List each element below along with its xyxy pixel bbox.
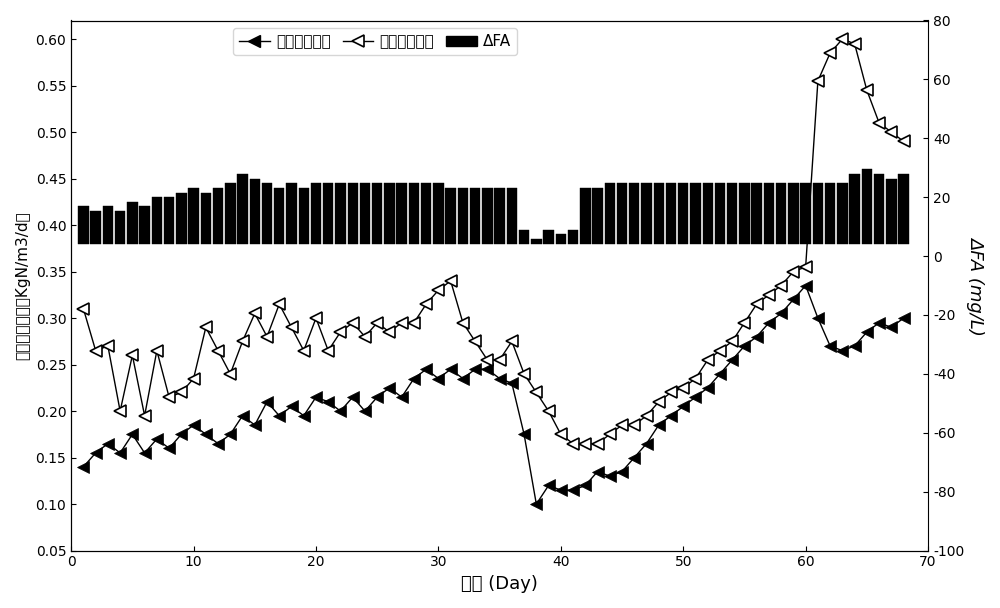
Bar — [90, 211, 101, 244]
Bar — [225, 183, 236, 244]
氨氮容积负荷 — [898, 138, 910, 145]
氨氮容积负荷 — [824, 49, 836, 57]
Line: 氨氮容积负荷: 氨氮容积负荷 — [78, 33, 909, 449]
Bar — [739, 183, 750, 244]
Y-axis label: 总氮容积负荷（KgN/m3/d）: 总氮容积负荷（KgN/m3/d） — [15, 211, 30, 360]
氨氮容积负荷 — [677, 384, 689, 392]
Bar — [788, 183, 799, 244]
Bar — [139, 207, 150, 244]
Bar — [813, 183, 823, 244]
Bar — [384, 183, 395, 244]
氨氮容积负荷 — [738, 319, 750, 326]
Bar — [874, 174, 884, 244]
Bar — [372, 183, 382, 244]
Bar — [152, 197, 162, 244]
Bar — [849, 174, 860, 244]
Bar — [421, 183, 431, 244]
Bar — [519, 230, 529, 244]
Bar — [237, 174, 248, 244]
Bar — [690, 183, 701, 244]
Bar — [78, 207, 89, 244]
Bar — [201, 193, 211, 244]
Bar — [299, 188, 309, 244]
Bar — [188, 188, 199, 244]
X-axis label: 日期 (Day): 日期 (Day) — [461, 575, 538, 593]
Bar — [531, 239, 542, 244]
Bar — [409, 183, 419, 244]
氨氮容积负荷 — [812, 77, 824, 85]
总氮容积负荷 — [641, 440, 653, 447]
Bar — [727, 183, 737, 244]
Bar — [580, 188, 591, 244]
氨氮容积负荷 — [567, 440, 579, 447]
Bar — [605, 183, 615, 244]
Bar — [348, 183, 358, 244]
Bar — [164, 197, 174, 244]
Bar — [286, 183, 297, 244]
Bar — [715, 183, 725, 244]
Bar — [666, 183, 676, 244]
Bar — [470, 188, 480, 244]
总氮容积负荷 — [738, 342, 750, 350]
总氮容积负荷 — [530, 500, 542, 508]
Bar — [103, 207, 113, 244]
总氮容积负荷 — [77, 463, 89, 471]
Bar — [445, 188, 456, 244]
Bar — [458, 188, 468, 244]
Y-axis label: ΔFA (mg/L): ΔFA (mg/L) — [967, 236, 985, 335]
Bar — [396, 183, 407, 244]
氨氮容积负荷 — [77, 305, 89, 313]
总氮容积负荷 — [824, 342, 836, 350]
Bar — [323, 183, 333, 244]
Bar — [592, 188, 603, 244]
Bar — [800, 183, 811, 244]
总氮容积负荷 — [849, 342, 861, 350]
Bar — [654, 183, 664, 244]
Bar — [127, 202, 138, 244]
Bar — [678, 183, 688, 244]
Bar — [886, 179, 897, 244]
Bar — [360, 183, 370, 244]
Bar — [776, 183, 786, 244]
Bar — [703, 183, 713, 244]
Bar — [176, 193, 187, 244]
Bar — [837, 183, 848, 244]
Bar — [543, 230, 554, 244]
总氮容积负荷 — [898, 314, 910, 322]
Bar — [250, 179, 260, 244]
氨氮容积负荷 — [836, 35, 848, 43]
Bar — [568, 230, 578, 244]
Bar — [494, 188, 505, 244]
Bar — [751, 183, 762, 244]
总氮容积负荷 — [800, 282, 812, 289]
Bar — [433, 183, 444, 244]
Bar — [629, 183, 639, 244]
Bar — [311, 183, 321, 244]
Bar — [335, 183, 346, 244]
Bar — [115, 211, 125, 244]
Bar — [764, 183, 774, 244]
Bar — [507, 188, 517, 244]
Bar — [556, 235, 566, 244]
Bar — [898, 174, 909, 244]
总氮容积负荷 — [836, 347, 848, 354]
Line: 总氮容积负荷: 总氮容积负荷 — [78, 280, 909, 510]
Legend: 总氮容积负荷, 氨氮容积负荷, ΔFA: 总氮容积负荷, 氨氮容积负荷, ΔFA — [233, 28, 517, 55]
氨氮容积负荷 — [641, 412, 653, 420]
Bar — [482, 188, 493, 244]
总氮容积负荷 — [677, 402, 689, 410]
Bar — [825, 183, 835, 244]
Bar — [862, 169, 872, 244]
Bar — [641, 183, 652, 244]
Bar — [617, 183, 627, 244]
Bar — [262, 183, 272, 244]
Bar — [274, 188, 284, 244]
Bar — [213, 188, 223, 244]
氨氮容积负荷 — [849, 40, 861, 47]
